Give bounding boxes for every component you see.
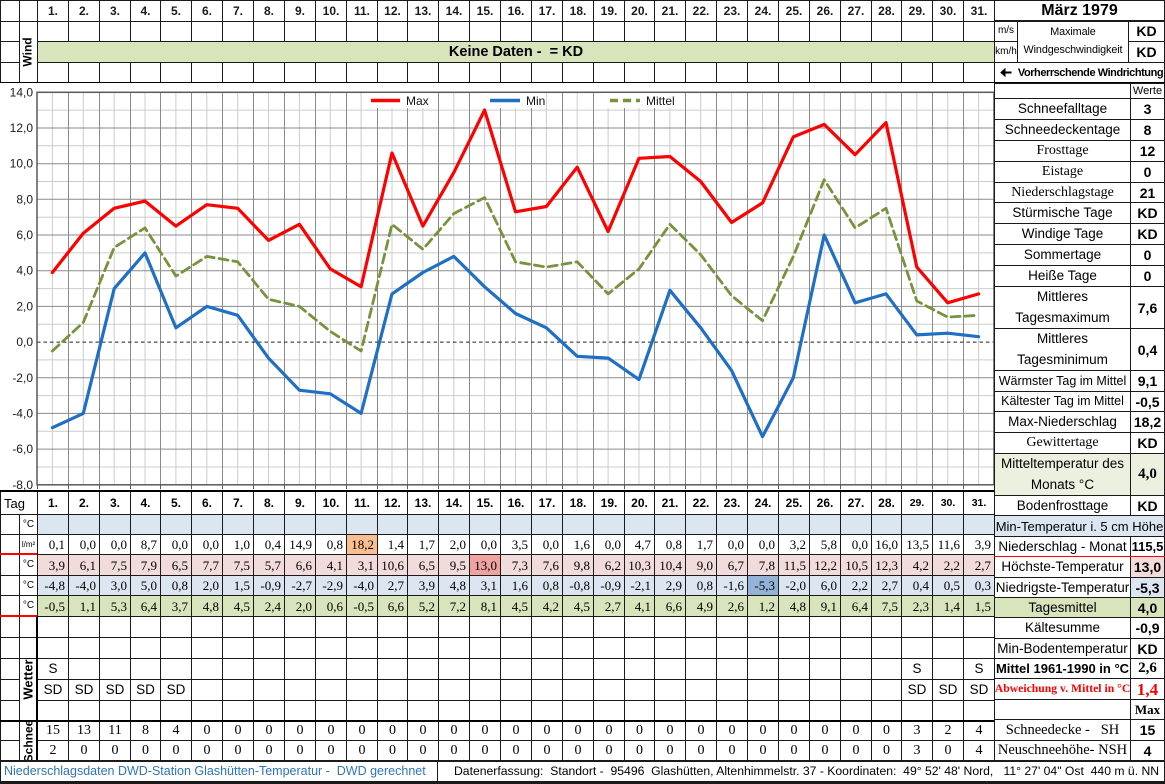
svg-text:Mittel: Mittel (646, 94, 675, 108)
svg-text:-6,0: -6,0 (12, 442, 33, 456)
svg-text:2,0: 2,0 (16, 299, 33, 313)
svg-text:-2,0: -2,0 (12, 371, 33, 385)
svg-text:0,0: 0,0 (16, 335, 33, 349)
svg-text:-8,0: -8,0 (12, 478, 33, 491)
svg-text:Max: Max (406, 94, 429, 108)
svg-text:4,0: 4,0 (16, 264, 33, 278)
svg-text:12,0: 12,0 (10, 121, 34, 135)
svg-text:14,0: 14,0 (10, 85, 34, 99)
svg-text:6,0: 6,0 (16, 228, 33, 242)
svg-text:10,0: 10,0 (10, 157, 34, 171)
svg-text:Min: Min (526, 94, 545, 108)
svg-text:-4,0: -4,0 (12, 406, 33, 420)
svg-text:8,0: 8,0 (16, 192, 33, 206)
